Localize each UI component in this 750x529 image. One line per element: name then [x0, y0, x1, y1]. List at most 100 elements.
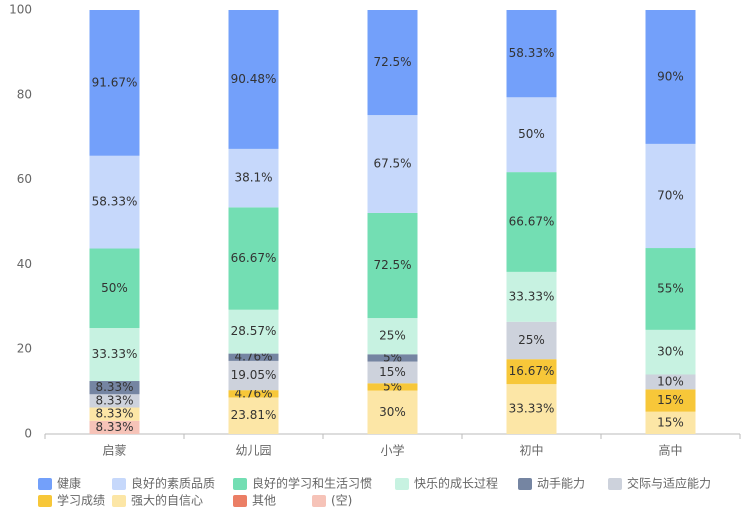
legend-swatch	[395, 478, 409, 490]
legend-label: 快乐的成长过程	[414, 476, 498, 491]
bar-segment	[89, 10, 140, 156]
bar-segment	[506, 271, 557, 322]
value-label: 23.81%	[231, 408, 277, 422]
legend-swatch	[112, 478, 126, 490]
y-tick-label: 20	[17, 342, 32, 356]
value-label: 8.33%	[95, 420, 133, 434]
bar-segment	[506, 384, 557, 434]
value-label: 67.5%	[373, 157, 411, 171]
bar-segment	[506, 359, 557, 385]
bar-segment	[645, 411, 696, 434]
bar-segment	[506, 172, 557, 272]
bar-segment	[228, 309, 279, 354]
value-label: 66.67%	[231, 251, 277, 265]
legend-label: 学习成绩	[57, 493, 105, 508]
legend-swatch	[38, 478, 52, 490]
bar-segment	[645, 389, 696, 412]
value-label: 16.67%	[509, 364, 555, 378]
x-tick-label: 高中	[658, 443, 682, 458]
legend-label: (空)	[331, 494, 352, 508]
bar-segment	[228, 207, 279, 310]
bar-segment	[367, 361, 418, 384]
bar-segment	[367, 354, 418, 362]
bar-segment	[367, 115, 418, 213]
value-label: 15%	[379, 365, 406, 379]
legend-label: 交际与适应能力	[627, 476, 711, 491]
value-label: 91.67%	[92, 75, 138, 89]
bar-segment	[645, 329, 696, 375]
value-label: 30%	[379, 405, 406, 419]
bar-segment	[367, 318, 418, 355]
x-tick-label: 初中	[519, 443, 543, 458]
bar-segment	[645, 143, 696, 249]
bar-segment	[506, 321, 557, 360]
value-label: 19.05%	[231, 368, 277, 382]
y-tick-label: 80	[17, 87, 32, 101]
value-label: 72.5%	[373, 258, 411, 272]
value-label: 50%	[101, 281, 128, 295]
value-label: 90.48%	[231, 72, 277, 86]
legend-swatch	[233, 495, 247, 507]
value-label: 38.1%	[234, 171, 272, 185]
value-label: 90%	[657, 69, 684, 83]
bar-segment	[367, 383, 418, 391]
bar-segment	[89, 248, 140, 329]
legend-swatch	[112, 495, 126, 507]
legend-label: 动手能力	[537, 477, 585, 491]
value-label: 15%	[657, 393, 684, 407]
y-tick-label: 60	[17, 172, 32, 186]
legend-label: 良好的学习和生活习惯	[252, 476, 372, 491]
value-label: 58.33%	[92, 195, 138, 209]
value-label: 8.33%	[95, 407, 133, 421]
bar-segment	[367, 390, 418, 434]
legend-swatch	[518, 478, 532, 490]
bar-segment	[645, 248, 696, 330]
x-tick-label: 启蒙	[102, 444, 126, 458]
value-label: 70%	[657, 188, 684, 202]
value-label: 72.5%	[373, 55, 411, 69]
value-label: 28.57%	[231, 324, 277, 338]
legend-label: 健康	[57, 476, 81, 491]
bar-segment	[367, 10, 418, 116]
value-label: 8.33%	[95, 380, 133, 394]
bar-segment	[228, 360, 279, 391]
bar-segment	[89, 381, 140, 395]
value-label: 58.33%	[509, 46, 555, 60]
bar-segment	[89, 394, 140, 408]
bar-segment	[367, 212, 418, 319]
y-tick-label: 100	[9, 3, 32, 17]
legend-label: 其他	[252, 494, 276, 508]
value-label: 25%	[379, 329, 406, 343]
value-label: 25%	[518, 333, 545, 347]
value-label: 33.33%	[509, 289, 555, 303]
bar-segment	[506, 10, 557, 98]
value-label: 50%	[518, 127, 545, 141]
legend-swatch	[233, 478, 247, 490]
bar-segment	[506, 97, 557, 173]
value-label: 15%	[657, 415, 684, 429]
y-tick-label: 0	[24, 427, 32, 441]
bar-segment	[228, 397, 279, 434]
value-label: 33.33%	[92, 347, 138, 361]
legend-swatch	[608, 478, 622, 490]
value-label: 33.33%	[509, 402, 555, 416]
value-label: 66.67%	[509, 215, 555, 229]
value-label: 10%	[657, 374, 684, 388]
bar-segment	[228, 390, 279, 398]
bar-segment	[89, 155, 140, 249]
bar-segment	[89, 420, 140, 434]
bar-segment	[645, 374, 696, 390]
bar-segment	[228, 148, 279, 208]
x-tick-label: 小学	[380, 443, 404, 458]
legend-swatch	[38, 495, 52, 507]
bar-segment	[645, 10, 696, 144]
bar-segment	[228, 10, 279, 149]
bar-segment	[89, 328, 140, 382]
value-label: 55%	[657, 281, 684, 295]
value-label: 30%	[657, 345, 684, 359]
y-tick-label: 40	[17, 257, 32, 271]
legend-label: 强大的自信心	[131, 493, 203, 508]
legend-label: 良好的素质品质	[131, 476, 215, 491]
bar-segment	[89, 407, 140, 421]
